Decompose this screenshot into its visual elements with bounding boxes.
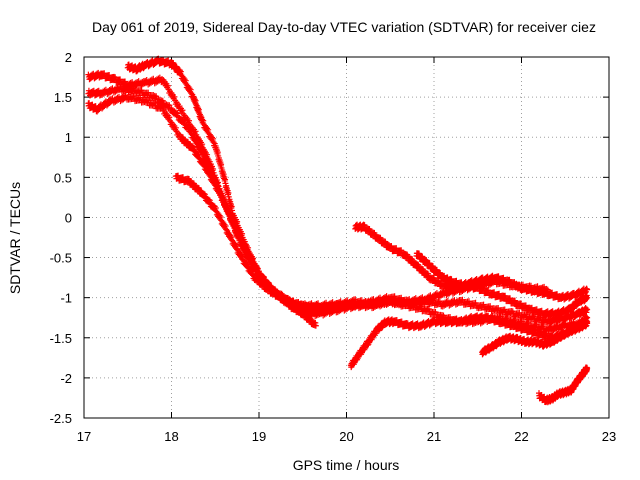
y-tick-label: -1.5: [50, 331, 72, 346]
y-tick-label: 0: [65, 210, 72, 225]
data-point: [159, 103, 166, 110]
x-tick-label: 23: [602, 429, 616, 444]
data-point: [159, 97, 166, 104]
y-tick-label: -2.5: [50, 411, 72, 426]
axis-ticks: 17 18 19 20 21 22 23 2 1.5 1 0.5 0 -0.5 -1 -1.5 -2 -2.5: [50, 50, 617, 444]
series-track-10: [536, 364, 591, 406]
y-axis-label: SDTVAR / TECUs: [7, 182, 23, 294]
data-point: [153, 93, 160, 100]
y-tick-label: -1: [60, 291, 72, 306]
y-tick-label: 0.5: [54, 170, 72, 185]
y-tick-label: 1.5: [54, 90, 72, 105]
x-tick-label: 17: [77, 429, 91, 444]
data-point: [317, 304, 324, 311]
series-track-5: [172, 172, 324, 313]
data-point: [179, 107, 186, 114]
data-point: [584, 306, 591, 313]
chart-title: Day 061 of 2019, Sidereal Day-to-day VTE…: [92, 19, 596, 35]
x-tick-label: 22: [514, 429, 528, 444]
x-tick-label: 19: [252, 429, 266, 444]
data-point: [180, 117, 187, 124]
x-tick-label: 18: [164, 429, 178, 444]
y-tick-label: 1: [65, 130, 72, 145]
x-tick-label: 21: [427, 429, 441, 444]
data-point: [186, 117, 192, 124]
y-tick-label: -2: [60, 371, 72, 386]
grid: [84, 57, 609, 418]
data-point: [312, 322, 319, 329]
data-point: [174, 110, 181, 117]
y-tick-label: -0.5: [50, 251, 72, 266]
x-axis-label: GPS time / hours: [293, 457, 400, 473]
data-point: [164, 82, 171, 89]
data-point: [166, 102, 173, 109]
data-series: [85, 55, 591, 406]
x-tick-label: 20: [339, 429, 353, 444]
data-point: [171, 93, 178, 100]
data-point: [166, 114, 173, 121]
data-point: [172, 124, 179, 131]
y-tick-label: 2: [65, 50, 72, 65]
